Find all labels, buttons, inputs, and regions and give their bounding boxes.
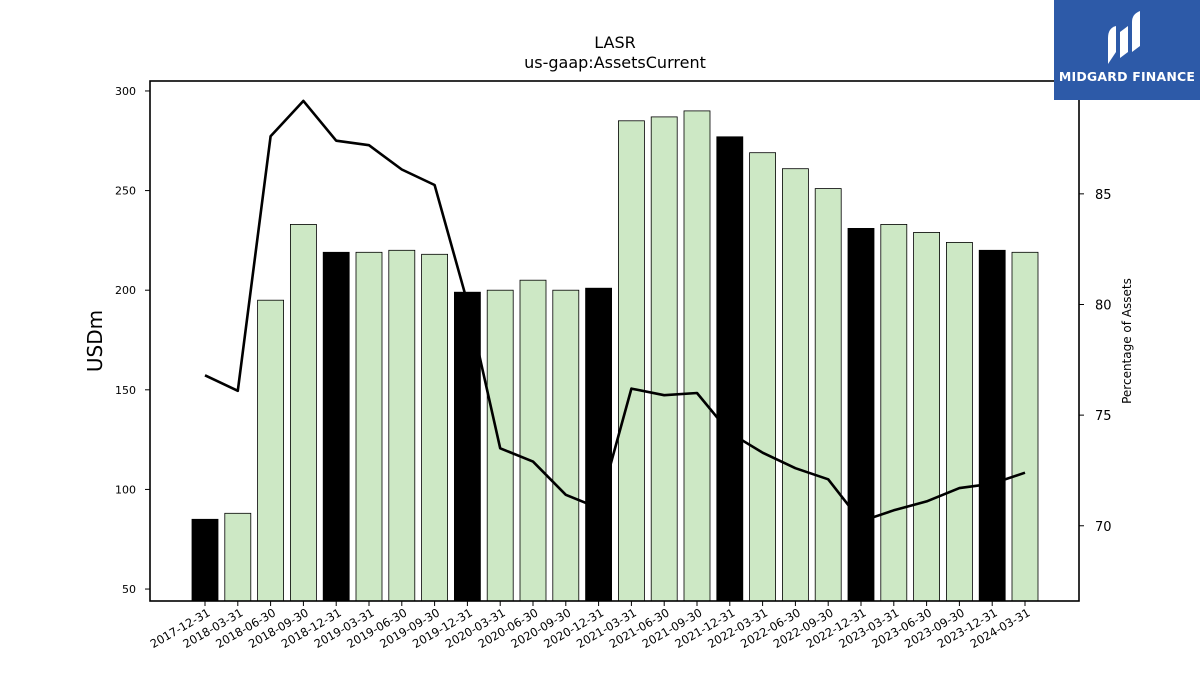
y-tick-label: 300 [115, 85, 136, 98]
bar-2020-06-30 [519, 279, 547, 602]
bar-2018-09-30 [289, 223, 317, 602]
y2-tick-label: 80 [1095, 298, 1112, 313]
midgard-logo-icon [1108, 11, 1140, 64]
bar-2020-09-30 [552, 289, 580, 602]
bar-2023-06-30 [913, 231, 940, 602]
bar-2018-12-31 [322, 251, 350, 602]
chart-title: LASR [594, 33, 636, 52]
bars-layer [191, 110, 1039, 602]
line-layer [204, 99, 1026, 523]
bar-2018-03-31 [224, 512, 252, 602]
bar-2022-06-30 [782, 168, 809, 602]
y2-tick-label: 85 [1095, 188, 1112, 203]
bar-2019-09-30 [421, 253, 449, 602]
bar-2021-06-30 [650, 116, 678, 602]
y-axis-label: USDm [83, 310, 107, 372]
bar-2024-03-31 [1011, 251, 1039, 602]
bar-2019-03-31 [355, 251, 383, 602]
y-tick-label: 250 [115, 185, 136, 198]
bar-2021-12-31 [716, 136, 744, 602]
bar-2020-12-31 [585, 287, 612, 602]
y2-tick-label: 75 [1095, 409, 1112, 424]
bar-2023-09-30 [946, 241, 973, 602]
plot-frame [149, 80, 1080, 602]
y-tick-label: 150 [115, 384, 136, 397]
y-axis: 50 100 150 200 250 300 [115, 85, 150, 596]
bar-2022-09-30 [814, 188, 842, 602]
bar-2022-12-31 [847, 227, 875, 602]
y-tick-label: 100 [115, 483, 136, 496]
brand-logo: MIDGARD FINANCE [1054, 0, 1200, 100]
bar-2022-03-31 [749, 152, 776, 602]
chart-subtitle: us-gaap:AssetsCurrent [524, 53, 706, 72]
bar-2019-06-30 [388, 249, 416, 602]
bar-2017-12-31 [191, 518, 219, 602]
y2-axis-label: Percentage of Assets [1120, 278, 1134, 404]
bar-2023-03-31 [880, 223, 908, 602]
y2-axis: 70 75 80 85 [1079, 188, 1112, 535]
y-tick-label: 200 [115, 284, 136, 297]
logo-text: MIDGARD FINANCE [1058, 69, 1196, 84]
bar-2018-06-30 [257, 299, 285, 602]
percentage-line [204, 99, 1026, 523]
bar-2021-09-30 [683, 110, 711, 602]
bar-2023-12-31 [978, 249, 1006, 602]
y-tick-label: 50 [122, 583, 136, 596]
bar-2021-03-31 [618, 120, 645, 602]
y2-tick-label: 70 [1095, 520, 1112, 535]
x-axis: 2017-12-312018-03-312018-06-302018-09-30… [148, 601, 1033, 651]
